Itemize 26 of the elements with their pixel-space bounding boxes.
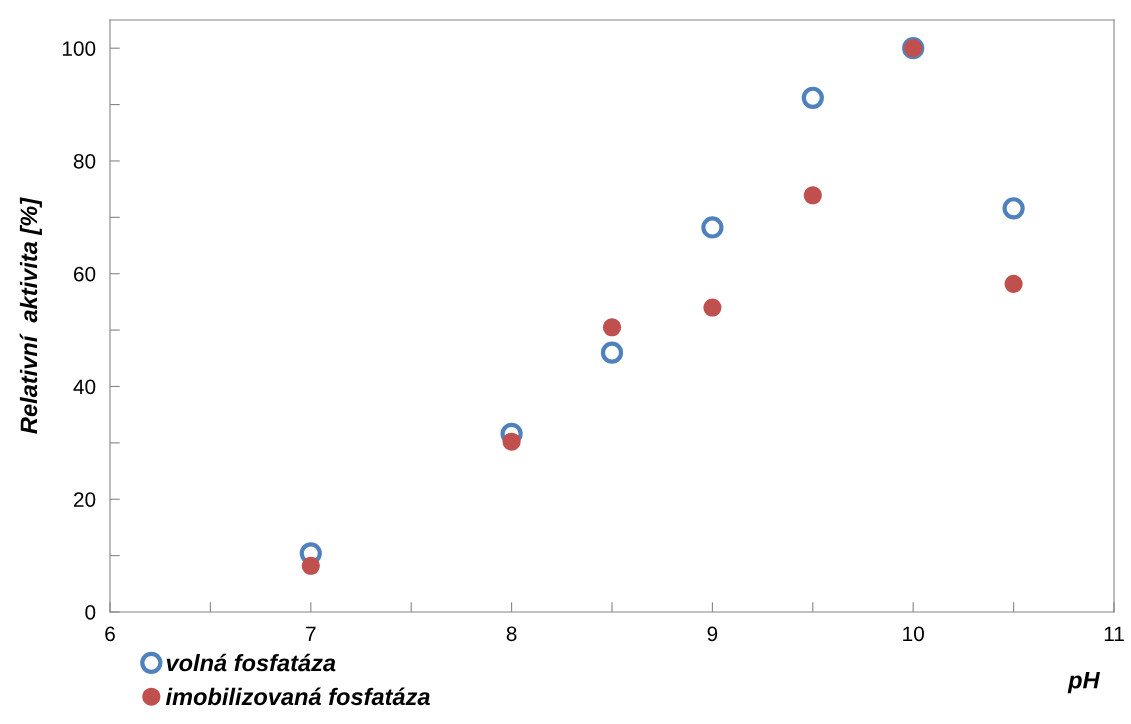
x-tick-label: 10 <box>903 626 924 642</box>
x-tick-label: 9 <box>707 626 718 642</box>
point <box>502 432 521 451</box>
point <box>600 341 624 364</box>
y-tick-label: 20 <box>73 492 96 507</box>
y-tick-label: 40 <box>73 379 96 395</box>
x-tick-label: 8 <box>506 626 517 642</box>
y-tick-label: 100 <box>62 41 96 56</box>
point <box>602 318 622 337</box>
x-tick-label: 11 <box>1104 626 1124 641</box>
legend-label: volná fosfatáza <box>166 653 336 672</box>
legend-label: imobilizovaná fosfatáza <box>165 687 430 706</box>
x-tick-label: 6 <box>105 626 115 642</box>
y-axis-title: Relativní aktivita [%] <box>19 197 42 434</box>
x-axis-title: pH <box>1067 672 1101 694</box>
point <box>801 86 824 109</box>
y-tick-label: 0 <box>85 605 96 620</box>
point <box>301 556 320 575</box>
point <box>803 186 822 205</box>
y-tick-label: 60 <box>74 266 96 282</box>
point <box>701 216 724 239</box>
point <box>703 298 722 317</box>
point <box>1004 274 1023 293</box>
point <box>1002 197 1025 220</box>
x-tick-label: 7 <box>306 626 316 641</box>
y-tick-label: 80 <box>73 153 96 169</box>
